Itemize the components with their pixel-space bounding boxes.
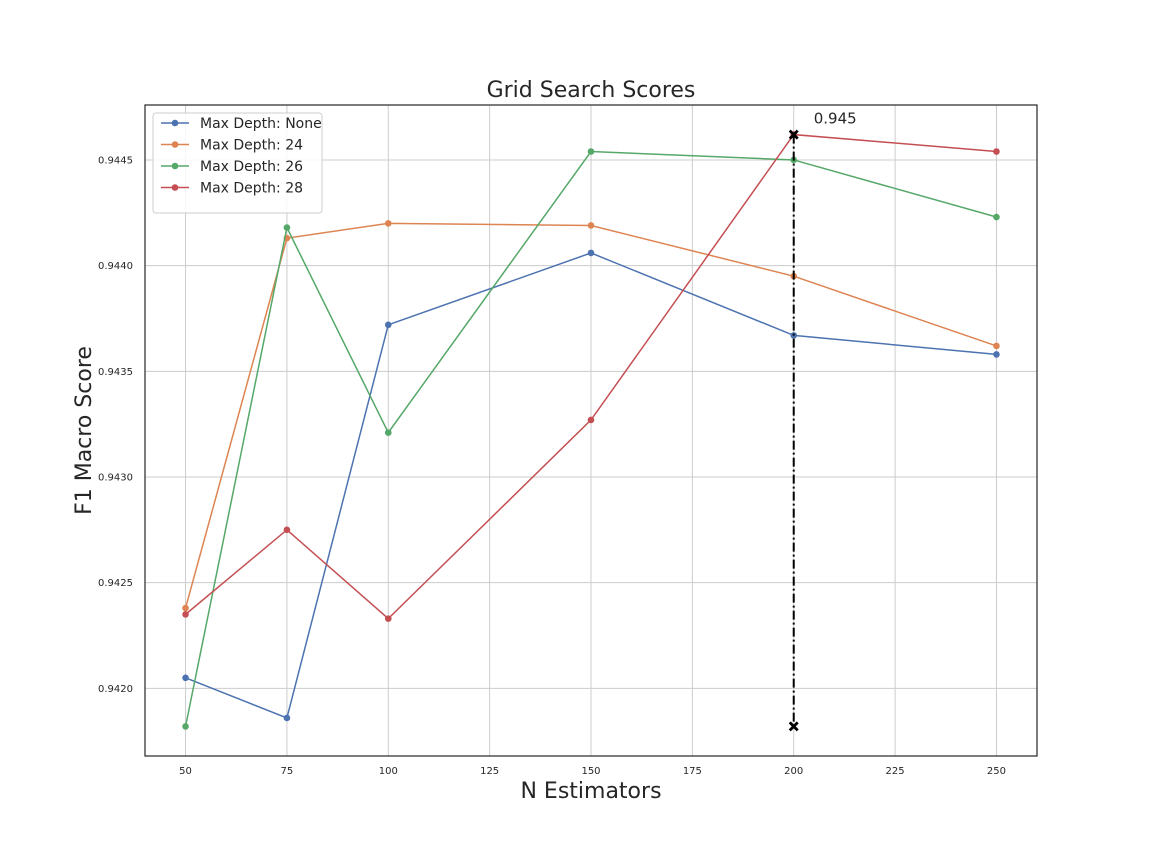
data-point: [587, 416, 595, 424]
y-axis-label: F1 Macro Score: [72, 346, 97, 515]
x-tick-label: 175: [683, 766, 702, 777]
series-layer: [182, 131, 1000, 730]
x-tick-label: 250: [987, 766, 1006, 777]
data-point: [384, 615, 392, 622]
data-point: [283, 224, 291, 231]
x-tick-label: 100: [379, 766, 398, 777]
y-tick-label: 0.9430: [98, 473, 133, 484]
annotation-marker-top: [788, 129, 799, 140]
series-group: [182, 249, 1000, 722]
series-group: [182, 220, 1000, 612]
tick-labels: 50 75 100 125 150 175 200 225 250 0.9420 0.9425 0.9…: [98, 155, 1006, 777]
legend: Max Depth: None Max Depth: 24 Max Depth: 2…: [152, 112, 323, 214]
legend-label: Max Depth: None: [200, 116, 322, 132]
legend-item: Max Depth: 26: [161, 159, 303, 175]
x-tick-label: 50: [179, 766, 192, 777]
series-group: [182, 148, 1000, 730]
x-tick-label: 125: [480, 766, 499, 777]
y-tick-label: 0.9420: [98, 684, 133, 695]
annotation-label: 0.945: [814, 110, 857, 128]
data-point: [182, 723, 189, 730]
legend-label: Max Depth: 28: [200, 181, 303, 197]
annotation-layer: 0.945: [788, 110, 857, 732]
legend-label: Max Depth: 24: [200, 138, 303, 154]
data-point: [182, 674, 189, 682]
y-tick-label: 0.9425: [98, 578, 133, 589]
data-point: [182, 611, 189, 618]
legend-item: Max Depth: 24: [161, 138, 303, 154]
data-point: [993, 351, 1000, 358]
chart-title: Grid Search Scores: [487, 78, 696, 103]
data-point: [993, 213, 1000, 221]
legend-swatch-marker: [171, 141, 179, 148]
data-point: [384, 220, 392, 227]
grid: [145, 105, 1037, 756]
data-point: [182, 604, 189, 612]
x-tick-label: 150: [581, 766, 600, 777]
legend-swatch-marker: [171, 119, 179, 127]
data-point: [993, 148, 1000, 155]
y-tick-label: 0.9435: [98, 367, 133, 378]
data-point: [993, 342, 1000, 350]
annotation-marker-bottom: [788, 721, 799, 732]
data-point: [587, 148, 595, 155]
series-line: [185, 252, 997, 719]
legend-label: Max Depth: 26: [200, 159, 303, 175]
data-point: [587, 249, 595, 257]
y-tick-label: 0.9440: [98, 261, 133, 272]
data-point: [283, 526, 291, 534]
x-axis-label: N Estimators: [520, 779, 661, 804]
series-line: [185, 133, 997, 620]
data-point: [283, 714, 291, 722]
data-point: [384, 429, 392, 436]
plot-frame: [144, 104, 1038, 757]
data-point: [384, 321, 392, 329]
legend-swatch-marker: [171, 184, 179, 191]
x-tick-label: 200: [784, 766, 803, 777]
x-tick-label: 225: [886, 766, 905, 777]
data-point: [587, 222, 595, 229]
legend-box: [152, 112, 323, 214]
legend-swatch-marker: [171, 162, 179, 170]
legend-item: Max Depth: None: [161, 116, 322, 132]
y-tick-label: 0.9445: [98, 155, 133, 166]
legend-item: Max Depth: 28: [161, 181, 303, 197]
series-line: [184, 222, 997, 609]
x-tick-label: 75: [281, 766, 294, 777]
series-line: [184, 150, 997, 727]
